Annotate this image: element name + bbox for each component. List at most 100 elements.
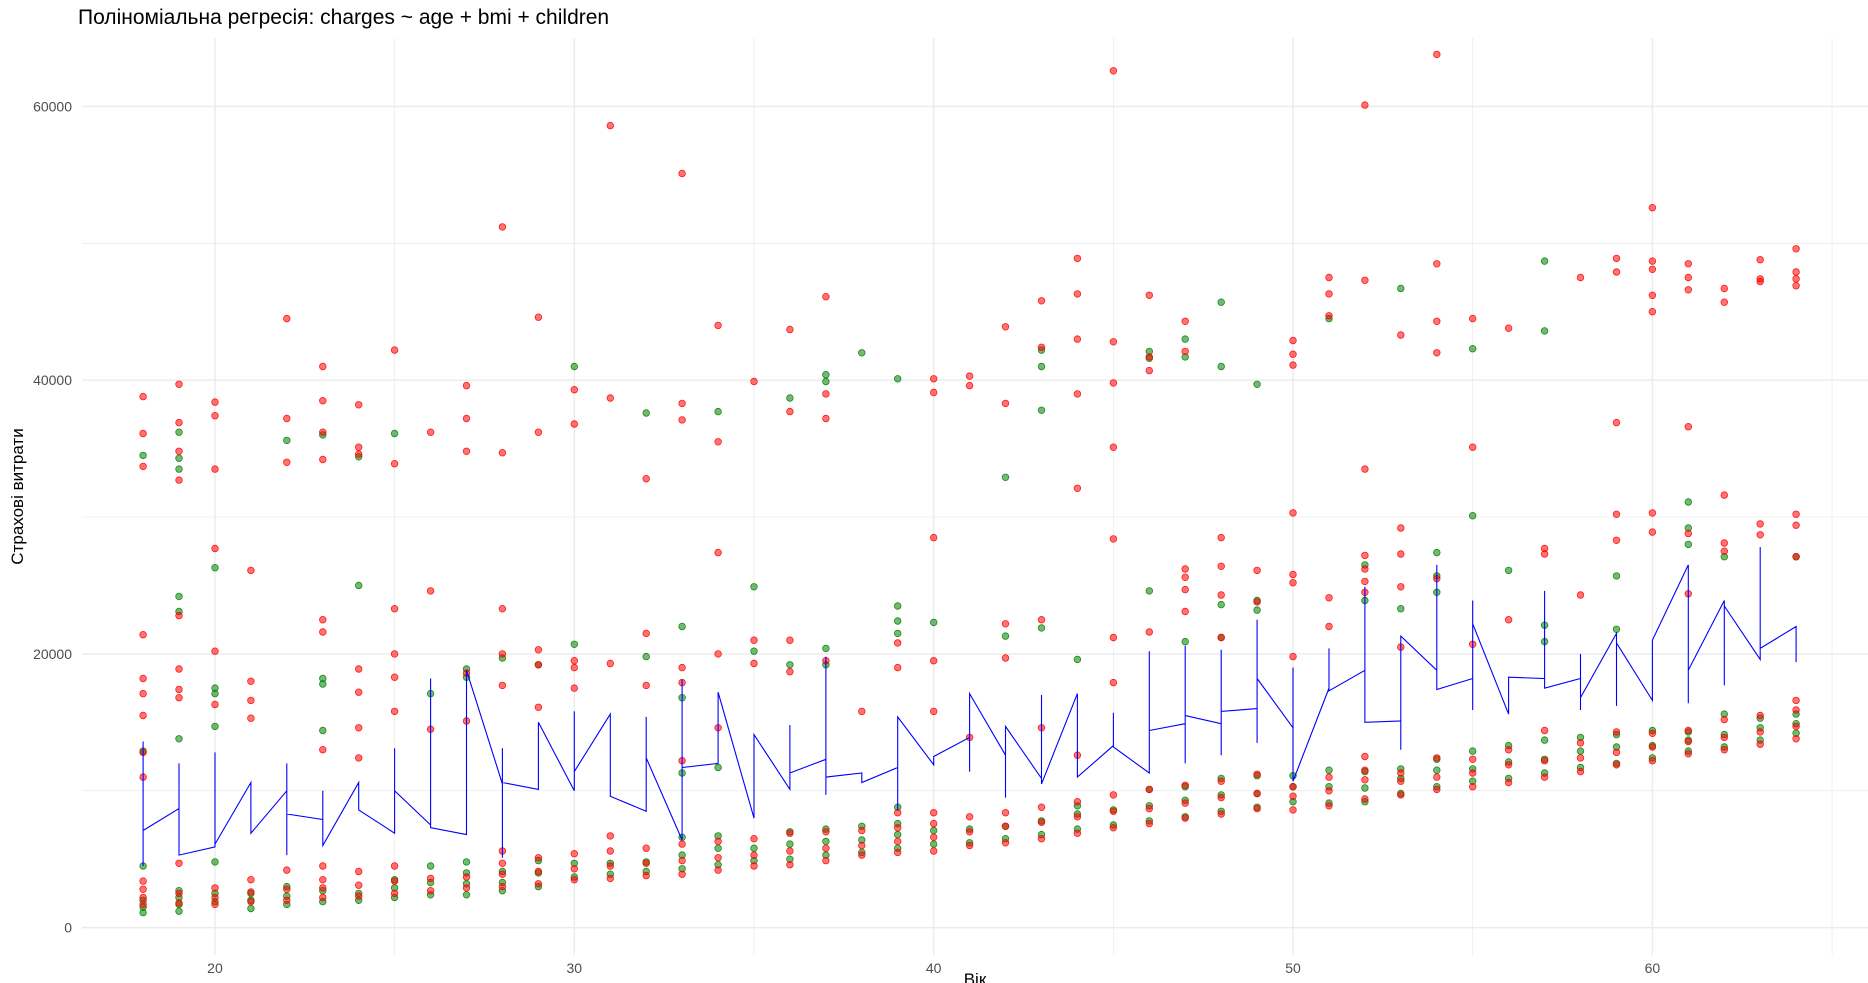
red-data-point	[1217, 562, 1225, 570]
green-data-point	[1037, 624, 1046, 632]
green-data-point	[1325, 766, 1333, 774]
red-data-point	[1145, 628, 1153, 636]
green-data-point	[426, 862, 435, 870]
green-data-point	[822, 644, 830, 653]
red-data-point	[965, 841, 974, 850]
green-data-point	[1397, 605, 1405, 613]
red-data-point	[1612, 728, 1621, 736]
red-data-point	[1612, 254, 1621, 263]
red-data-point	[534, 880, 543, 888]
red-data-point	[858, 707, 866, 716]
red-data-point	[1109, 824, 1118, 832]
green-data-point	[211, 564, 219, 572]
red-data-point	[1361, 551, 1369, 560]
red-data-point	[498, 449, 507, 457]
green-data-point	[175, 454, 183, 462]
green-data-point	[1540, 736, 1549, 744]
red-data-point	[319, 428, 327, 436]
red-data-point	[1001, 809, 1010, 817]
green-data-point	[355, 581, 363, 590]
red-data-point	[1217, 777, 1225, 785]
red-data-point	[1468, 783, 1477, 791]
green-data-point	[894, 830, 902, 839]
green-data-point	[1612, 625, 1621, 633]
red-data-point	[139, 885, 147, 893]
red-data-point	[1612, 536, 1621, 544]
red-data-point	[1468, 443, 1477, 451]
red-data-point	[1397, 769, 1405, 777]
red-data-point	[930, 388, 938, 397]
red-data-point	[750, 835, 758, 843]
red-data-point	[1181, 585, 1189, 594]
green-data-point	[1576, 747, 1585, 755]
red-data-point	[678, 856, 686, 865]
red-data-point	[965, 828, 974, 836]
red-data-point	[1073, 484, 1082, 492]
red-data-point	[1289, 509, 1297, 517]
green-data-point	[930, 840, 938, 848]
red-data-point	[894, 837, 902, 846]
red-data-point	[1684, 737, 1692, 746]
red-data-point	[1648, 729, 1657, 737]
red-data-point	[1756, 728, 1764, 736]
red-data-point	[211, 884, 219, 892]
green-data-point	[390, 429, 399, 438]
red-data-point	[714, 321, 722, 330]
red-data-point	[750, 377, 758, 386]
red-data-point	[175, 694, 183, 702]
red-data-point	[1792, 282, 1800, 290]
green-data-point	[1001, 473, 1010, 481]
red-data-point	[1612, 510, 1621, 518]
red-data-point	[1037, 297, 1046, 305]
red-data-point	[498, 859, 507, 867]
green-data-point	[1433, 766, 1441, 774]
red-data-point	[1217, 633, 1225, 642]
green-data-point	[750, 647, 758, 655]
green-data-point	[1433, 548, 1441, 557]
green-data-point	[570, 640, 578, 648]
red-data-point	[930, 533, 938, 542]
red-data-point	[319, 455, 327, 464]
red-data-point	[1504, 761, 1513, 769]
red-data-point	[678, 416, 686, 424]
red-data-point	[570, 420, 578, 428]
red-data-point	[462, 381, 471, 390]
red-data-point	[1073, 798, 1082, 806]
red-data-point	[1612, 418, 1621, 427]
red-data-point	[247, 677, 255, 685]
red-data-point	[858, 851, 866, 859]
red-data-point	[1612, 268, 1621, 276]
red-data-point	[139, 877, 147, 885]
red-data-point	[1001, 822, 1010, 830]
red-data-point	[678, 870, 686, 878]
red-data-point	[570, 684, 578, 692]
green-data-point	[678, 622, 686, 631]
red-data-point	[642, 475, 650, 483]
red-data-point	[1397, 791, 1405, 799]
red-data-point	[1109, 443, 1118, 451]
red-data-point	[1073, 390, 1082, 398]
red-data-point	[1792, 553, 1800, 561]
red-data-point	[1792, 696, 1800, 705]
tick-layer: 20 30 40 50 60 0 20000 40000 60000	[33, 98, 1660, 976]
red-data-point	[1289, 783, 1297, 791]
green-data-point	[894, 629, 902, 638]
green-data-point	[211, 722, 219, 731]
red-data-point	[1181, 799, 1189, 807]
red-data-point	[283, 314, 291, 323]
red-data-point	[247, 566, 255, 575]
red-data-point	[1468, 769, 1477, 777]
red-data-point	[1756, 711, 1764, 720]
x-axis-title: Вік	[964, 970, 987, 983]
red-data-point	[1576, 754, 1585, 762]
green-data-point	[1037, 406, 1046, 414]
red-data-point	[1576, 273, 1585, 282]
green-data-point	[786, 661, 794, 669]
x-tick-label: 60	[1645, 960, 1661, 976]
red-data-point	[390, 862, 399, 870]
red-data-point	[1684, 726, 1692, 735]
green-data-point	[1468, 345, 1477, 353]
red-data-point	[1540, 726, 1549, 735]
red-data-point	[534, 313, 543, 321]
red-data-point	[1468, 755, 1477, 763]
